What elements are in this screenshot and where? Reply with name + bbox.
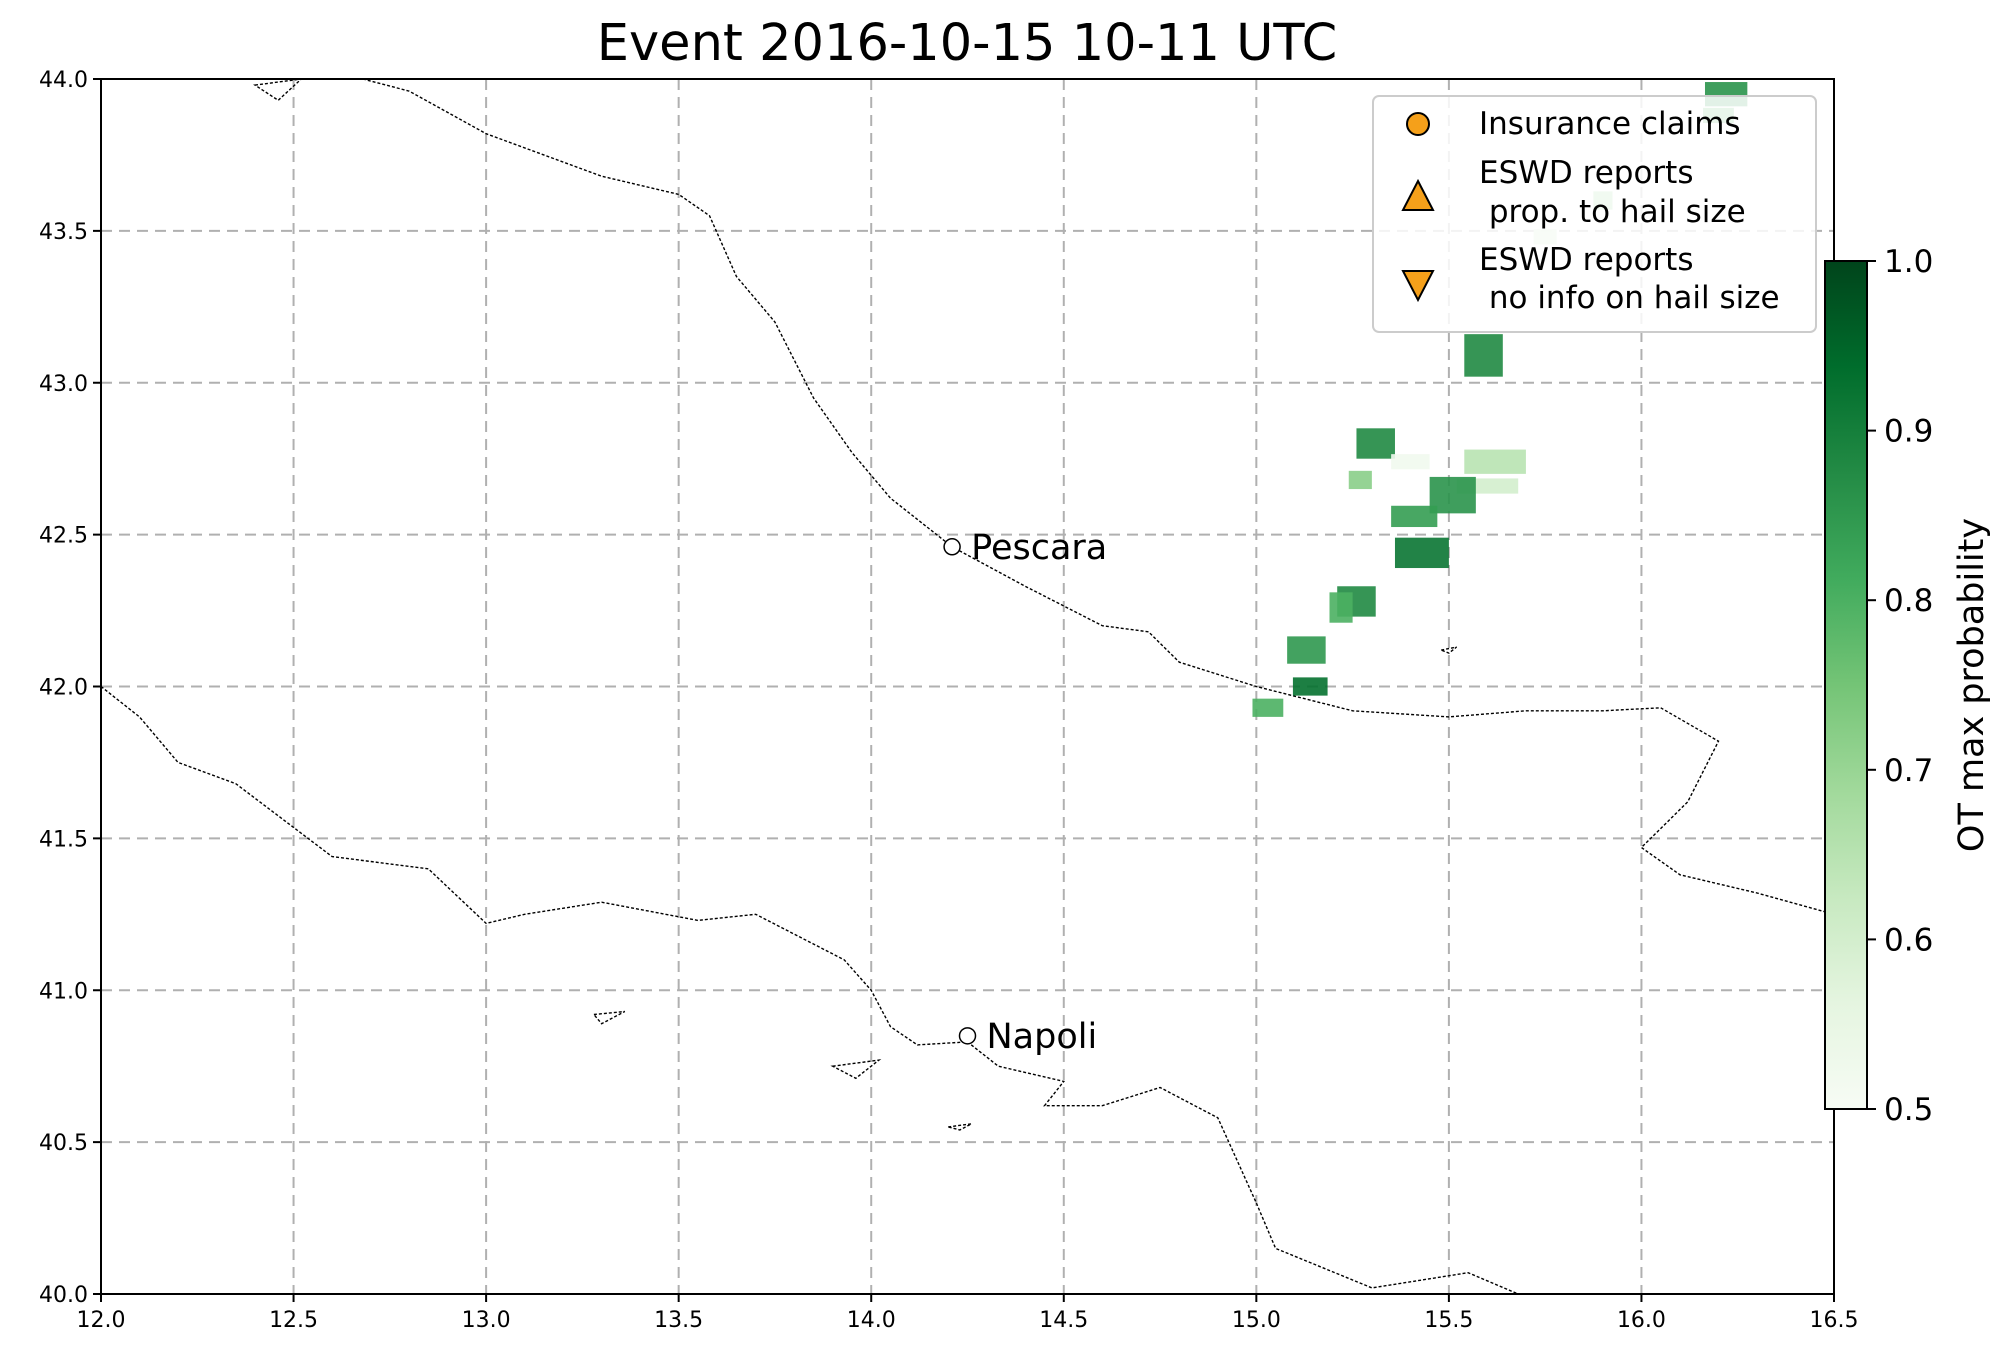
colorbar-tick-label: 0.9 bbox=[1884, 414, 1933, 450]
colorbar-tick-label: 0.5 bbox=[1884, 1092, 1933, 1128]
ot-probability-cell bbox=[1464, 334, 1503, 377]
triangle-up-marker-icon bbox=[1401, 178, 1435, 211]
city-label: Pescara bbox=[971, 528, 1107, 568]
latitude-axis: 40.0 40.5 41.0 41.5 42.0 42.5 43.0 43.5 44.0 bbox=[39, 68, 101, 1308]
city-marker bbox=[943, 538, 961, 556]
island-outline bbox=[1438, 646, 1458, 654]
lat-lon-grid bbox=[101, 79, 1834, 1294]
legend-label: ESWD reports bbox=[1479, 242, 1693, 278]
city-label: Napoli bbox=[987, 1017, 1098, 1057]
tyrrhenian-coastline bbox=[101, 685, 1519, 1294]
x-tick-label: 16.0 bbox=[1617, 1308, 1666, 1333]
x-tick-label: 16.5 bbox=[1810, 1308, 1859, 1333]
colorbar-tick-label: 1.0 bbox=[1884, 244, 1933, 280]
insurance-claims-marker-icon bbox=[1406, 112, 1430, 136]
legend-label: Insurance claims bbox=[1479, 106, 1741, 142]
x-tick-label: 13.0 bbox=[462, 1308, 511, 1333]
legend-label: ESWD reports bbox=[1479, 155, 1693, 191]
x-tick-label: 15.5 bbox=[1424, 1308, 1473, 1333]
y-tick-label: 42.0 bbox=[39, 676, 88, 701]
coastline bbox=[101, 79, 1834, 1294]
y-tick-label: 43.0 bbox=[39, 372, 88, 397]
y-tick-label: 44.0 bbox=[39, 68, 88, 93]
island-outline bbox=[253, 79, 303, 102]
island-outline bbox=[830, 1059, 882, 1080]
adriatic-coastline bbox=[362, 79, 1834, 915]
city-markers: Pescara Napoli bbox=[943, 528, 1107, 1057]
ot-probability-cell bbox=[1391, 454, 1430, 470]
y-tick-label: 40.0 bbox=[39, 1283, 88, 1308]
x-tick-label: 14.5 bbox=[1039, 1308, 1088, 1333]
y-tick-label: 43.5 bbox=[39, 220, 88, 245]
x-tick-label: 12.5 bbox=[269, 1308, 318, 1333]
triangle-down-marker-icon bbox=[1401, 270, 1435, 303]
x-tick-label: 12.0 bbox=[77, 1308, 126, 1333]
x-tick-label: 15.0 bbox=[1232, 1308, 1281, 1333]
legend-box bbox=[1372, 95, 1817, 333]
longitude-axis: 12.0 12.5 13.0 13.5 14.0 14.5 15.0 15.5 16.0 16.5 bbox=[77, 1294, 1859, 1333]
legend-label: prop. to hail size bbox=[1479, 194, 1746, 230]
y-tick-label: 41.0 bbox=[39, 979, 88, 1004]
island-outline bbox=[948, 1123, 972, 1131]
ot-probability-cell bbox=[1252, 698, 1284, 717]
map-title: Event 2016-10-15 10-11 UTC bbox=[597, 14, 1337, 73]
y-tick-label: 42.5 bbox=[39, 524, 88, 549]
colorbar-tick-label: 0.7 bbox=[1884, 753, 1933, 789]
ot-probability-cell bbox=[1356, 428, 1395, 459]
ot-probability-cell bbox=[1292, 677, 1328, 696]
colorbar-label: OT max probability bbox=[1952, 518, 1992, 852]
ot-probability-cell bbox=[1329, 592, 1353, 623]
legend: Insurance claims ESWD reports prop. to ha… bbox=[1372, 95, 1817, 333]
island-outline bbox=[592, 1010, 626, 1025]
city-marker bbox=[958, 1027, 977, 1045]
ot-probability-cell bbox=[1394, 537, 1449, 569]
colorbar-tick-label: 0.8 bbox=[1884, 583, 1933, 619]
y-tick-label: 41.5 bbox=[39, 827, 88, 852]
ot-probability-cell bbox=[1464, 449, 1526, 474]
colorbar-tick-label: 0.6 bbox=[1884, 922, 1933, 958]
ot-probability-cell bbox=[1348, 470, 1372, 490]
colorbar: OT max probability 0.5 0.6 0.7 0.8 0.9 1.0 bbox=[1824, 244, 1992, 1128]
x-tick-label: 13.5 bbox=[654, 1308, 703, 1333]
x-tick-label: 14.0 bbox=[847, 1308, 896, 1333]
y-tick-label: 40.5 bbox=[39, 1131, 88, 1156]
ot-probability-cell bbox=[1391, 505, 1438, 528]
colorbar-gradient bbox=[1824, 260, 1868, 1110]
ot-probability-cell bbox=[1287, 636, 1326, 664]
legend-label: no info on hail size bbox=[1479, 280, 1780, 316]
